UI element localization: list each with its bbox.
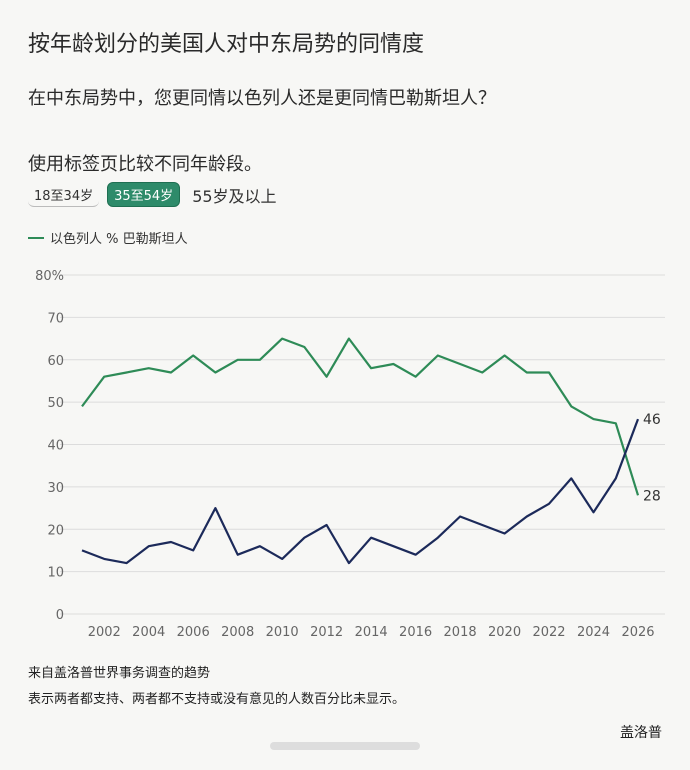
y-tick-label: 80% [35,269,64,284]
end-labels: 46 28 [643,412,661,504]
tab-35-54[interactable]: 35至54岁 [107,182,181,207]
source-note: 来自盖洛普世界事务调查的趋势 [28,666,211,681]
brand-label: 盖洛普 [620,725,662,741]
x-tick-label: 2018 [444,625,477,640]
y-tick-label: 20 [47,523,64,538]
page-title: 按年龄划分的美国人对中东局势的同情度 [28,32,425,57]
y-tick-label: 50 [47,396,64,411]
tab-18-34[interactable]: 18至34岁 [28,183,100,207]
legend-line-icon [28,236,44,239]
y-tick-label: 60 [47,354,64,369]
end-value-label: 46 [643,412,661,428]
x-axis-ticks: 2002 2004 2006 2008 2010 2012 2014 2016 2018 2020… [88,625,655,640]
chart-legend: 以色列人 % 巴勒斯坦人 [28,228,188,247]
x-tick-label: 2012 [310,625,343,640]
x-tick-label: 2024 [577,625,610,640]
y-axis-ticks: 0 10 20 30 40 50 60 70 80% [35,269,64,623]
end-value-label: 28 [643,488,661,504]
tab-instruction: 使用标签页比较不同年龄段。 [28,154,262,175]
x-tick-label: 2014 [355,625,388,640]
y-tick-label: 30 [47,481,64,496]
x-tick-label: 2006 [177,625,210,640]
age-tabs: 18至34岁 35至54岁 55岁及以上 [28,182,281,207]
page-subtitle: 在中东局势中，您更同情以色列人还是更同情巴勒斯坦人？ [28,88,496,109]
y-tick-label: 40 [47,439,64,454]
grid-layer [60,274,665,615]
x-tick-label: 2004 [132,625,165,640]
x-tick-label: 2002 [88,625,121,640]
y-tick-label: 70 [47,311,64,326]
series-layer [81,337,640,565]
palestine-series-line [81,418,640,565]
israel-series-line [81,337,640,496]
tab-55-plus[interactable]: 55岁及以上 [192,186,277,206]
x-tick-label: 2016 [399,625,432,640]
x-tick-label: 2020 [488,625,521,640]
y-tick-label: 0 [56,608,64,623]
legend-text: 以色列人 % 巴勒斯坦人 [50,232,188,247]
watermark [270,742,420,750]
x-tick-label: 2008 [221,625,254,640]
x-tick-label: 2010 [266,625,299,640]
footnote: 表示两者都支持、两者都不支持或没有意见的人数百分比未显示。 [28,692,406,707]
x-tick-label: 2026 [621,625,654,640]
y-tick-label: 10 [47,566,64,581]
x-tick-label: 2022 [532,625,565,640]
